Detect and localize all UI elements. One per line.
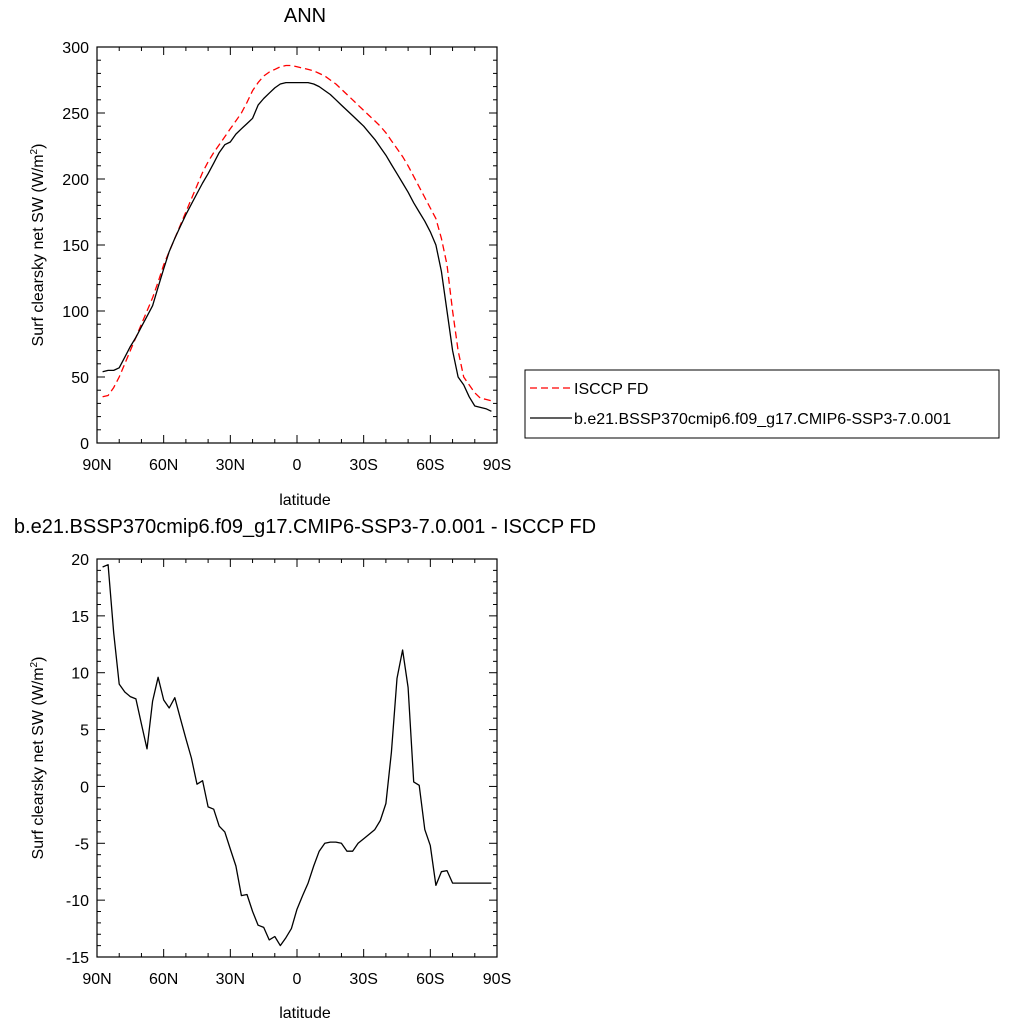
series-line-0 <box>102 564 492 947</box>
x-tick-label: 90S <box>483 457 511 474</box>
y-tick-label: -15 <box>66 950 89 967</box>
y-axis: -15 -10 -5 0 5 10 15 20 <box>66 552 497 967</box>
x-tick-label: 60S <box>416 971 444 988</box>
y-tick-label: 20 <box>71 552 89 569</box>
y-tick-label: 0 <box>80 436 89 453</box>
y-tick-label: 5 <box>80 723 89 740</box>
x-tick-label: 60S <box>416 457 444 474</box>
y-axis-label: Surf clearsky net SW (W/m2) <box>29 657 47 860</box>
x-tick-label: 0 <box>293 971 302 988</box>
plot-frame <box>96 558 498 958</box>
y-axis-label: Surf clearsky net SW (W/m2) <box>29 144 47 347</box>
series-lines <box>102 564 492 947</box>
y-tick-label: 10 <box>71 666 89 683</box>
y-tick-label: -5 <box>75 836 89 853</box>
series-line-1 <box>102 81 492 412</box>
x-tick-label: 30S <box>349 971 377 988</box>
x-axis: 90N 60N 30N 0 30S 60S 90S <box>82 559 511 988</box>
x-tick-label: 60N <box>149 457 178 474</box>
x-axis-label: latitude <box>279 492 331 509</box>
x-tick-label: 0 <box>293 457 302 474</box>
difference-panel: b.e21.BSSP370cmip6.f09_g17.CMIP6-SSP3-7.… <box>14 516 596 1022</box>
y-tick-label: 0 <box>80 779 89 796</box>
x-tick-label: 90N <box>82 457 111 474</box>
legend-label-model: b.e21.BSSP370cmip6.f09_g17.CMIP6-SSP3-7.… <box>574 411 951 428</box>
x-tick-label: 30N <box>216 971 245 988</box>
x-tick-label: 60N <box>149 971 178 988</box>
chart-title: b.e21.BSSP370cmip6.f09_g17.CMIP6-SSP3-7.… <box>14 516 596 538</box>
y-tick-label: 200 <box>62 172 89 189</box>
y-tick-label: 50 <box>71 370 89 387</box>
series-line-0 <box>102 64 492 402</box>
x-tick-label: 90S <box>483 971 511 988</box>
legend: ISCCP FD b.e21.BSSP370cmip6.f09_g17.CMIP… <box>524 369 1000 439</box>
chart-title: ANN <box>284 5 326 27</box>
x-tick-label: 90N <box>82 971 111 988</box>
x-tick-label: 30N <box>216 457 245 474</box>
legend-box <box>524 369 1000 439</box>
y-tick-label: -10 <box>66 893 89 910</box>
legend-label-isccp: ISCCP FD <box>574 381 648 398</box>
y-axis: 0 50 100 150 200 250 300 <box>62 40 497 453</box>
y-tick-label: 150 <box>62 238 89 255</box>
y-tick-label: 250 <box>62 106 89 123</box>
y-tick-label: 100 <box>62 304 89 321</box>
y-tick-label: 300 <box>62 40 89 57</box>
series-lines <box>102 64 492 412</box>
y-tick-label: 15 <box>71 609 89 626</box>
x-axis: 90N 60N 30N 0 30S 60S 90S <box>82 47 511 474</box>
plot-frame <box>96 46 498 444</box>
x-axis-label: latitude <box>279 1005 331 1022</box>
x-tick-label: 30S <box>349 457 377 474</box>
